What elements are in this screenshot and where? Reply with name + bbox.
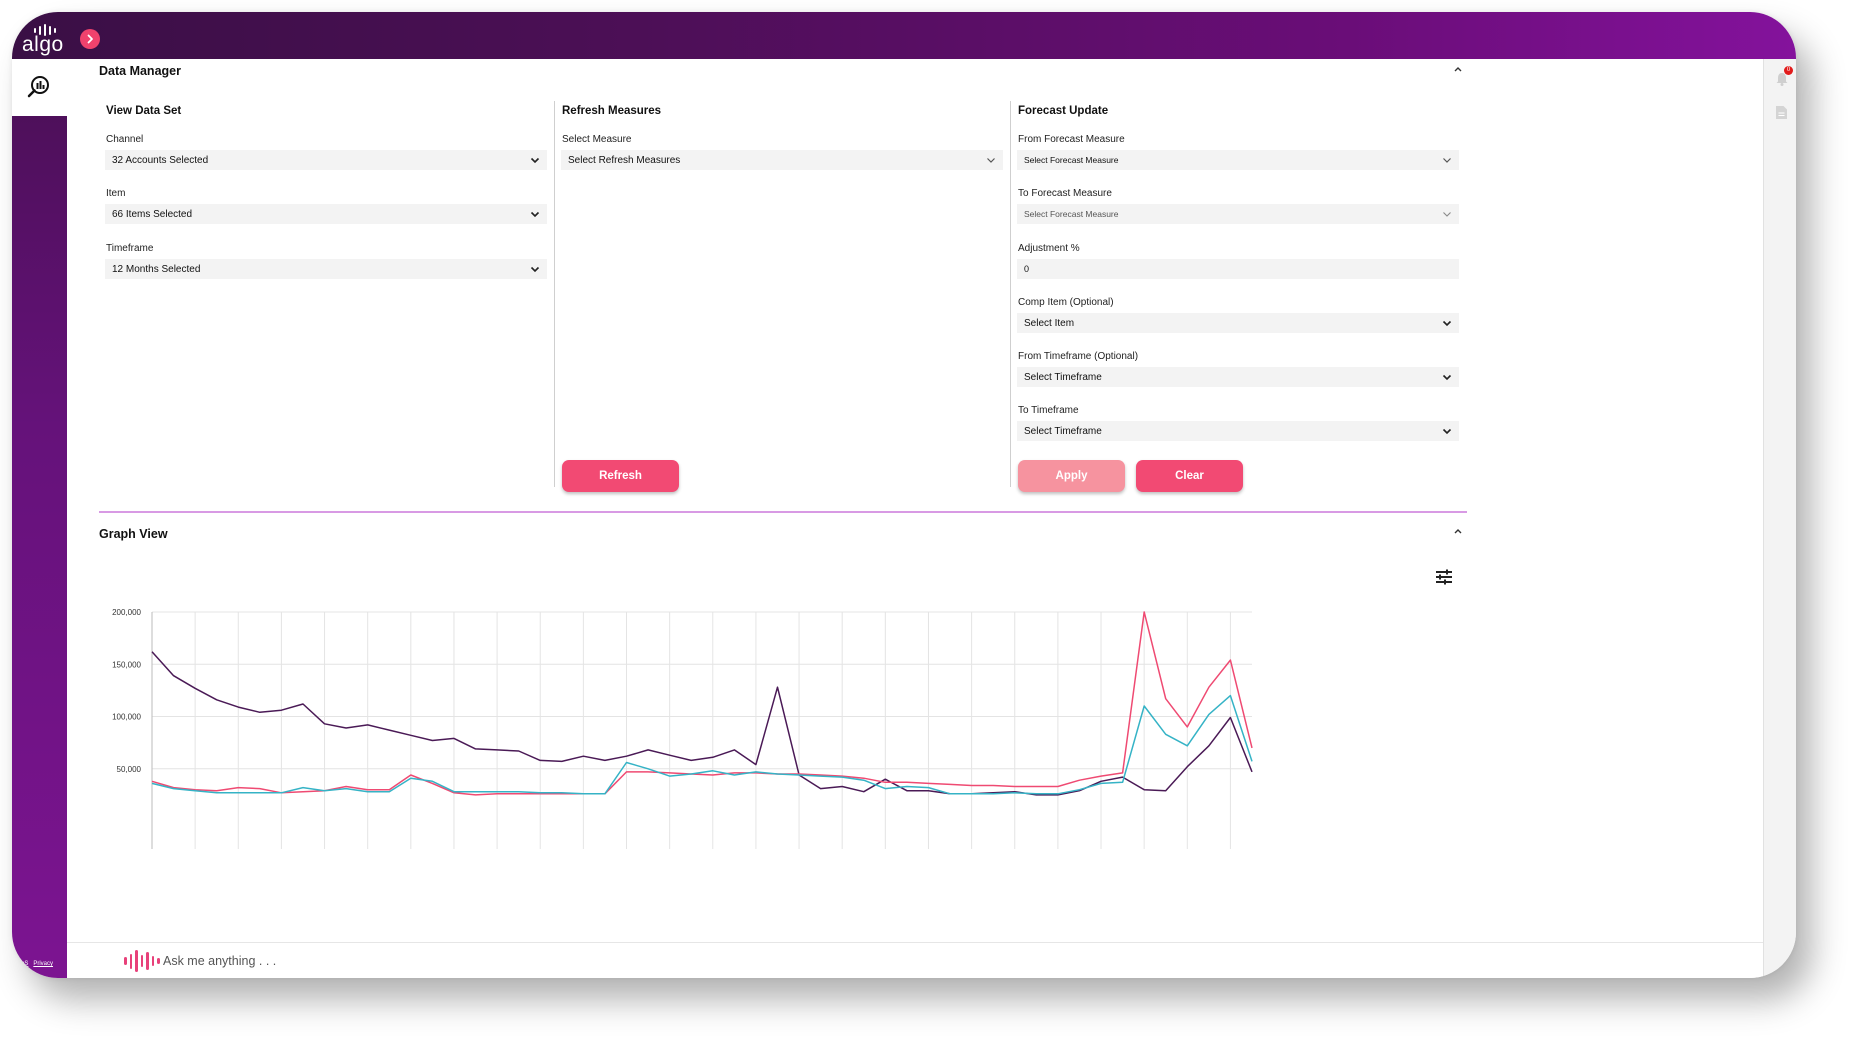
chart-settings-icon[interactable] bbox=[1435, 569, 1453, 585]
view-data-set-title: View Data Set bbox=[106, 105, 182, 117]
right-rail: 0 bbox=[1763, 59, 1796, 978]
to-forecast-measure-placeholder: Select Forecast Measure bbox=[1024, 209, 1119, 219]
y-tick-label: 100,000 bbox=[112, 713, 141, 722]
privacy-link[interactable]: Privacy bbox=[33, 961, 54, 967]
to-forecast-measure-dropdown[interactable]: Select Forecast Measure bbox=[1017, 204, 1459, 224]
refresh-measures-title: Refresh Measures bbox=[562, 105, 662, 117]
section-divider bbox=[99, 511, 1467, 513]
collapse-graph-view-icon[interactable] bbox=[1453, 527, 1463, 535]
main-content: Data Manager View Data Set Channel 32 Ac… bbox=[67, 59, 1763, 942]
refresh-measure-value: Select Refresh Measures bbox=[568, 154, 681, 166]
clear-button[interactable]: Clear bbox=[1136, 460, 1243, 492]
chevron-down-icon bbox=[1443, 157, 1451, 163]
from-forecast-measure-dropdown[interactable]: Select Forecast Measure bbox=[1017, 150, 1459, 170]
ask-input[interactable]: Ask me anything . . . bbox=[163, 954, 277, 968]
adjustment-label: Adjustment % bbox=[1018, 243, 1080, 254]
expand-sidebar-button[interactable] bbox=[80, 29, 100, 49]
chevron-down-icon bbox=[530, 266, 540, 272]
chat-bar[interactable]: Ask me anything . . . bbox=[67, 942, 1763, 978]
sidebar-item-data-insights[interactable] bbox=[12, 59, 67, 116]
from-timeframe-value: Select Timeframe bbox=[1024, 371, 1102, 383]
graph-view-title: Graph View bbox=[99, 527, 168, 541]
y-tick-label: 200,000 bbox=[112, 608, 141, 617]
to-forecast-measure-label: To Forecast Measure bbox=[1018, 188, 1112, 199]
chevron-down-icon bbox=[1442, 428, 1452, 434]
comp-item-label: Comp Item (Optional) bbox=[1018, 297, 1114, 308]
select-measure-label: Select Measure bbox=[562, 134, 632, 145]
apply-button[interactable]: Apply bbox=[1018, 460, 1125, 492]
chevron-down-icon bbox=[530, 211, 540, 217]
algo-logo: algo bbox=[22, 24, 66, 60]
legal-links: ToS Privacy bbox=[18, 961, 58, 967]
notification-badge: 0 bbox=[1784, 66, 1793, 75]
channel-label: Channel bbox=[106, 134, 144, 145]
to-timeframe-value: Select Timeframe bbox=[1024, 425, 1102, 437]
from-forecast-measure-value: Select Forecast Measure bbox=[1024, 155, 1119, 165]
timeframe-label: Timeframe bbox=[106, 243, 154, 254]
chevron-down-icon bbox=[530, 157, 540, 163]
refresh-measure-dropdown[interactable]: Select Refresh Measures bbox=[561, 150, 1003, 170]
item-value: 66 Items Selected bbox=[112, 208, 193, 220]
column-divider bbox=[554, 101, 555, 487]
chevron-down-icon bbox=[1442, 374, 1452, 380]
series-line[interactable] bbox=[151, 694, 1253, 795]
comp-item-dropdown[interactable]: Select Item bbox=[1017, 313, 1459, 333]
tos-link[interactable]: ToS bbox=[18, 961, 29, 967]
adjustment-input[interactable]: 0 bbox=[1017, 259, 1459, 279]
document-icon[interactable] bbox=[1775, 105, 1788, 120]
chevron-down-icon bbox=[1442, 320, 1452, 326]
graph-chart: 200,000 150,000 100,000 50,000 bbox=[112, 608, 1253, 849]
from-timeframe-dropdown[interactable]: Select Timeframe bbox=[1017, 367, 1459, 387]
chevron-down-icon bbox=[987, 157, 995, 163]
chevron-right-icon bbox=[87, 34, 93, 44]
timeframe-value: 12 Months Selected bbox=[112, 263, 201, 275]
channel-value: 32 Accounts Selected bbox=[112, 154, 209, 166]
comp-item-value: Select Item bbox=[1024, 317, 1075, 329]
y-tick-label: 150,000 bbox=[112, 660, 141, 669]
collapse-data-manager-icon[interactable] bbox=[1453, 65, 1463, 73]
sidebar: ToS Privacy bbox=[12, 59, 67, 978]
to-timeframe-label: To Timeframe bbox=[1018, 405, 1079, 416]
column-divider bbox=[1010, 101, 1011, 487]
voice-wave-icon[interactable] bbox=[124, 950, 160, 972]
series-line[interactable] bbox=[151, 651, 1253, 796]
data-manager-title: Data Manager bbox=[99, 64, 181, 78]
to-timeframe-dropdown[interactable]: Select Timeframe bbox=[1017, 421, 1459, 441]
timeframe-dropdown[interactable]: 12 Months Selected bbox=[105, 259, 547, 279]
app-window: algo ToS Privacy 0 bbox=[12, 12, 1796, 978]
channel-dropdown[interactable]: 32 Accounts Selected bbox=[105, 150, 547, 170]
y-tick-label: 50,000 bbox=[117, 765, 142, 774]
item-dropdown[interactable]: 66 Items Selected bbox=[105, 204, 547, 224]
search-chart-icon bbox=[27, 76, 49, 98]
item-label: Item bbox=[106, 188, 126, 199]
logo-text: algo bbox=[22, 33, 64, 56]
from-timeframe-label: From Timeframe (Optional) bbox=[1018, 351, 1139, 362]
chevron-down-icon bbox=[1443, 211, 1451, 217]
refresh-button[interactable]: Refresh bbox=[562, 460, 679, 492]
series-line[interactable] bbox=[151, 611, 1253, 796]
forecast-update-title: Forecast Update bbox=[1018, 105, 1109, 117]
from-forecast-measure-label: From Forecast Measure bbox=[1018, 134, 1125, 145]
top-bar: algo bbox=[12, 12, 1796, 59]
bell-icon[interactable] bbox=[1774, 71, 1790, 87]
